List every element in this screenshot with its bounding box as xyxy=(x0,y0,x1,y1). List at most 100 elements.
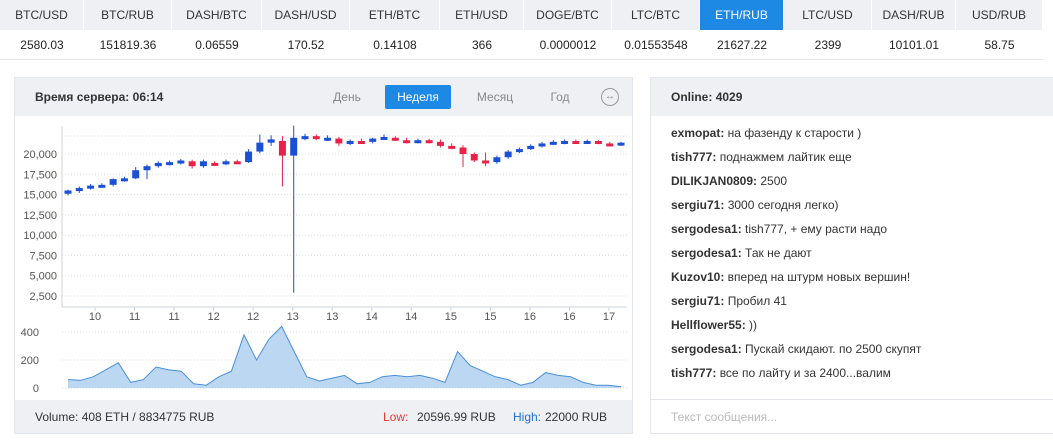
ticker-value: 0.01553548 xyxy=(612,30,700,60)
ticker-eth-usd[interactable]: ETH/USD 366 xyxy=(440,0,524,60)
ticker-dash-usd[interactable]: DASH/USD 170.52 xyxy=(262,0,350,60)
x-tick-label: 16 xyxy=(524,311,536,323)
candle-body xyxy=(617,142,625,146)
candle-body xyxy=(538,143,546,147)
candle-body xyxy=(256,142,264,152)
candle-body xyxy=(583,141,591,145)
x-tick-label: 14 xyxy=(405,311,417,323)
period-week-button[interactable]: Неделя xyxy=(385,85,451,109)
x-tick-label: 12 xyxy=(207,311,219,323)
ticker-pair[interactable]: DASH/BTC xyxy=(172,0,262,30)
candle-body xyxy=(549,141,557,145)
chat-username[interactable]: Kuzov10: xyxy=(671,270,725,284)
ticker-eth-rub[interactable]: ETH/RUB 21627.22 xyxy=(700,0,784,60)
ticker-usd-rub[interactable]: USD/RUB 58.75 xyxy=(956,0,1043,60)
x-tick-label: 13 xyxy=(287,311,299,323)
chat-text: все по лайту и за 2400...валим xyxy=(716,366,891,380)
ticker-value: 0.06559 xyxy=(172,30,262,60)
online-label: Online: xyxy=(671,90,713,104)
ticker-value: 10101.01 xyxy=(872,30,956,60)
y-tick-label: 5,000 xyxy=(29,271,57,283)
x-tick-label: 15 xyxy=(445,311,457,323)
expand-icon[interactable]: ↔ xyxy=(601,88,619,106)
candle-body xyxy=(357,141,365,145)
chat-message: sergodesa1: Пускай скидают. по 2500 скуп… xyxy=(671,342,921,356)
candle-body xyxy=(301,136,309,140)
period-year-button[interactable]: Год xyxy=(550,90,570,104)
candle-body xyxy=(403,140,411,144)
candle-body xyxy=(267,139,275,143)
chart-footer: Volume: 408 ETH / 8834775 RUB Low: 20596… xyxy=(15,400,632,433)
y-tick-label: 10,000 xyxy=(23,230,57,242)
ticker-pair[interactable]: DOGE/BTC xyxy=(524,0,612,30)
chat-message: Kuzov10: вперед на штурм новых вершин! xyxy=(671,270,910,284)
candle-body xyxy=(233,161,241,165)
candle-body xyxy=(324,137,332,141)
y-tick-label: 12,500 xyxy=(23,210,57,222)
chat-text: вперед на штурм новых вершин! xyxy=(724,270,911,284)
ticker-dash-btc[interactable]: DASH/BTC 0.06559 xyxy=(172,0,262,60)
server-time: Время сервера: 06:14 xyxy=(35,90,163,104)
ticker-btc-rub[interactable]: BTC/RUB 151819.36 xyxy=(84,0,172,60)
chat-username[interactable]: Hellflower55: xyxy=(671,318,746,332)
ticker-pair[interactable]: DASH/RUB xyxy=(872,0,956,30)
candle-body xyxy=(425,140,433,144)
candle-body xyxy=(572,141,580,145)
ticker-pair[interactable]: BTC/USD xyxy=(0,0,84,30)
ticker-doge-btc[interactable]: DOGE/BTC 0.0000012 xyxy=(524,0,612,60)
ticker-btc-usd[interactable]: BTC/USD 2580.03 xyxy=(0,0,84,60)
chat-username[interactable]: tish777: xyxy=(671,366,717,380)
ticker-pair[interactable]: LTC/USD xyxy=(784,0,872,30)
chat-username[interactable]: exmopat: xyxy=(671,126,725,140)
y-tick-label: 7,500 xyxy=(29,250,57,262)
candle-body xyxy=(312,136,320,140)
ticker-pair[interactable]: ETH/RUB xyxy=(700,0,784,30)
chat-message: sergiu71: Пробил 41 xyxy=(671,294,787,308)
low-label: Low: xyxy=(383,410,409,424)
ticker-pair[interactable]: ETH/USD xyxy=(440,0,524,30)
low-value: 20596.99 RUB xyxy=(417,410,496,424)
candle-body xyxy=(459,147,467,154)
candle-body xyxy=(143,166,151,171)
volume-text: Volume: 408 ETH / 8834775 RUB xyxy=(35,410,215,424)
chat-username[interactable]: sergiu71: xyxy=(671,294,725,308)
chat-username[interactable]: sergodesa1: xyxy=(671,246,742,260)
ticker-pair[interactable]: DASH/USD xyxy=(262,0,350,30)
candle-body xyxy=(335,138,343,144)
chat-username[interactable]: sergodesa1: xyxy=(671,222,742,236)
ticker-value: 151819.36 xyxy=(84,30,172,60)
ticker-pair[interactable]: LTC/BTC xyxy=(612,0,700,30)
ticker-value: 170.52 xyxy=(262,30,350,60)
candle-body xyxy=(177,160,185,164)
chat-messages[interactable]: exmopat: на фазенду к старости ) tish777:… xyxy=(671,116,1051,399)
ticker-eth-btc[interactable]: ETH/BTC 0.14108 xyxy=(350,0,440,60)
period-day-button[interactable]: День xyxy=(333,90,361,104)
y-tick-label: 20,000 xyxy=(23,149,57,161)
chat-username[interactable]: sergiu71: xyxy=(671,198,725,212)
candle-body xyxy=(470,154,478,161)
candle-body xyxy=(369,138,377,142)
period-month-button[interactable]: Месяц xyxy=(476,90,514,104)
ticker-ltc-usd[interactable]: LTC/USD 2399 xyxy=(784,0,872,60)
online-count: 4029 xyxy=(715,90,743,104)
ticker-value: 366 xyxy=(440,30,524,60)
ticker-value: 21627.22 xyxy=(700,30,784,60)
chart-panel: Время сервера: 06:14 День Неделя Месяц Г… xyxy=(14,77,633,434)
chat-text: поднажмем лайтик еще xyxy=(716,150,852,164)
x-tick-label: 13 xyxy=(326,311,338,323)
volume-y-tick-label: 0 xyxy=(33,383,39,395)
ticker-ltc-btc[interactable]: LTC/BTC 0.01553548 xyxy=(612,0,700,60)
ticker-pair[interactable]: USD/RUB xyxy=(956,0,1043,30)
server-time-value: 06:14 xyxy=(132,90,164,104)
chat-username[interactable]: DILIKJAN0809: xyxy=(671,174,758,188)
ticker-dash-rub[interactable]: DASH/RUB 10101.01 xyxy=(872,0,956,60)
candle-body xyxy=(482,160,490,164)
chat-username[interactable]: tish777: xyxy=(671,150,717,164)
chat-message-input[interactable] xyxy=(651,399,1053,433)
chat-header: Online: 4029 xyxy=(651,78,1053,116)
chat-message: sergodesa1: Так не дают xyxy=(671,246,812,260)
candle-body xyxy=(290,137,298,156)
chat-username[interactable]: sergodesa1: xyxy=(671,342,742,356)
ticker-pair[interactable]: BTC/RUB xyxy=(84,0,172,30)
ticker-pair[interactable]: ETH/BTC xyxy=(350,0,440,30)
